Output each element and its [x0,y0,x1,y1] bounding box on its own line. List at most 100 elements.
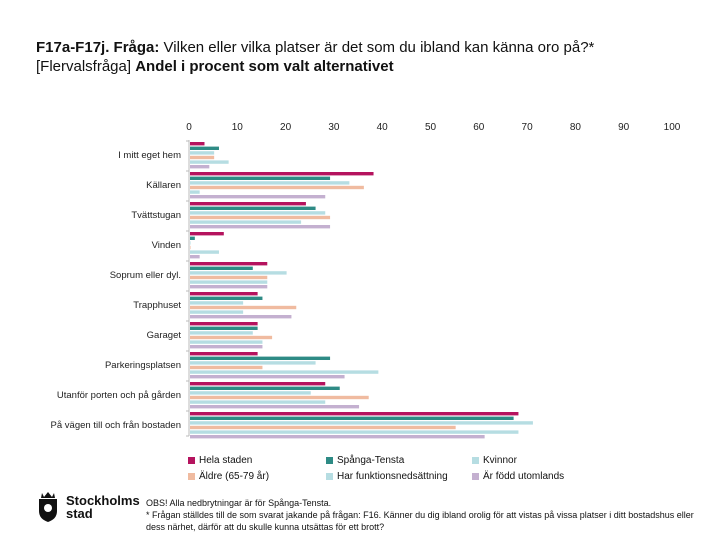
bar-Äldre (65-79 år) [190,275,268,280]
x-tick-label: 80 [570,122,582,133]
legend-label: Äldre (65-79 år) [199,471,270,482]
bar-Kvinnor [190,151,215,155]
stockholm-logo: Stockholms stad [36,489,146,525]
bar-Kvinnor [190,331,253,335]
bar-Äldre (65-79 år) [190,425,456,430]
bar-Hela staden [190,262,268,266]
x-tick-label: 20 [280,122,292,133]
bar-Spånga-Tensta [190,326,258,330]
legend-swatch [472,457,479,464]
bar-Spånga-Tensta [190,176,331,180]
bar-Har funktionsnedsättning [190,190,200,194]
bar-Äldre (65-79 år) [190,245,191,250]
x-tick-label: 100 [664,122,681,133]
bar-Är född utomlands [190,225,331,229]
legend-swatch [472,473,479,480]
bar-Har funktionsnedsättning [190,430,519,434]
legend-item: Äldre (65-79 år) [188,471,269,482]
bar-Äldre (65-79 år) [190,155,215,160]
legend-label: Hela staden [199,455,253,466]
bar-Äldre (65-79 år) [190,185,364,190]
bar-Spånga-Tensta [190,356,331,360]
category-label: Trapphuset [133,300,181,311]
bar-Hela staden [190,352,258,356]
title-line2-prefix: [Flervalsfråga] [36,58,136,75]
bar-Är född utomlands [190,255,200,259]
bar-Kvinnor [190,421,533,425]
x-tick-label: 40 [377,122,389,133]
bar-Är född utomlands [190,375,345,379]
legend-swatch [188,473,195,480]
category-label: Soprum eller dyl. [110,270,181,281]
bar-Är född utomlands [190,345,263,349]
bar-Äldre (65-79 år) [190,305,297,310]
bar-Kvinnor [190,271,287,275]
legend-label: Har funktionsnedsättning [337,471,448,482]
bar-Spånga-Tensta [190,236,195,240]
legend-item: Har funktionsnedsättning [326,471,448,482]
legend-label: Är född utomlands [483,471,565,482]
legend-swatch [188,457,195,464]
category-label: Utanför porten och på gården [57,390,181,401]
bar-Har funktionsnedsättning [190,400,326,404]
legend-item: Spånga-Tensta [326,455,404,466]
logo-line2: stad [66,506,93,521]
bar-Äldre (65-79 år) [190,365,263,370]
bar-Äldre (65-79 år) [190,395,369,400]
x-tick-label: 60 [473,122,485,133]
legend-item: Är född utomlands [472,471,564,482]
category-label: I mitt eget hem [118,150,181,161]
category-label: Källaren [146,180,181,191]
category-label: Garaget [147,330,182,341]
bar-Är född utomlands [190,435,485,439]
legend-label: Spånga-Tensta [337,455,405,466]
bar-Har funktionsnedsättning [190,370,379,374]
bar-Hela staden [190,232,224,236]
category-label: Parkeringsplatsen [105,360,181,371]
legend-label: Kvinnor [483,455,517,466]
bar-Har funktionsnedsättning [190,220,302,224]
bar-Kvinnor [190,181,350,185]
bar-Hela staden [190,142,205,146]
category-label: Tvättstugan [131,210,181,221]
bar-Har funktionsnedsättning [190,250,219,254]
title-line2-bold: Andel i procent som valt alternativet [135,58,394,75]
bar-Hela staden [190,172,374,176]
bar-Kvinnor [190,301,244,305]
title-prefix: F17a-F17j. Fråga: [36,39,160,56]
bar-Är född utomlands [190,405,360,409]
legend-item: Kvinnor [472,455,517,466]
category-label: Vinden [152,240,181,251]
x-tick-label: 0 [186,122,192,133]
bar-Har funktionsnedsättning [190,280,268,284]
bar-Hela staden [190,382,326,386]
bar-Spånga-Tensta [190,296,263,300]
bar-Hela staden [190,412,519,416]
bar-Kvinnor [190,361,316,365]
bar-Kvinnor [190,241,191,245]
bar-Kvinnor [190,391,311,395]
bar-Är född utomlands [190,165,210,169]
legend-swatch [326,457,333,464]
bar-Spånga-Tensta [190,146,219,150]
bar-Äldre (65-79 år) [190,215,331,220]
bar-Har funktionsnedsättning [190,160,229,164]
bar-Är född utomlands [190,285,268,289]
footnote: OBS! Alla nedbrytningar är för Spånga-Te… [146,497,706,533]
crown-shield-icon [39,492,57,522]
bar-Hela staden [190,322,258,326]
category-label: På vägen till och från bostaden [51,420,181,431]
bar-Spånga-Tensta [190,266,253,270]
bar-Spånga-Tensta [190,416,514,420]
bar-Är född utomlands [190,315,292,319]
bar-Spånga-Tensta [190,386,340,390]
bar-Har funktionsnedsättning [190,340,263,344]
bar-Hela staden [190,292,258,296]
bar-Hela staden [190,202,306,206]
x-tick-label: 30 [328,122,340,133]
x-tick-label: 10 [232,122,244,133]
logo-line1: Stockholms [66,493,140,508]
bar-Är född utomlands [190,195,326,199]
legend-item: Hela staden [188,455,252,466]
bar-Kvinnor [190,211,326,215]
